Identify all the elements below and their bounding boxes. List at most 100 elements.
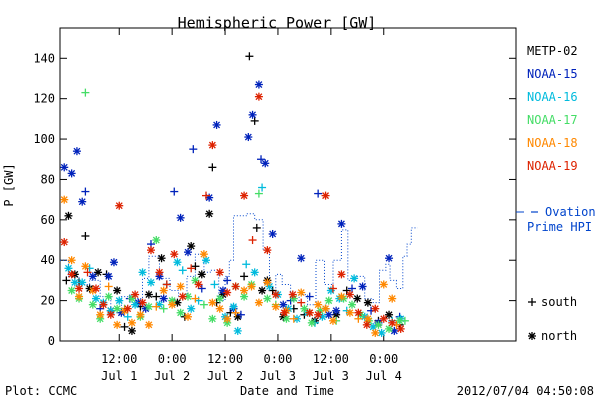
- data-point: [271, 290, 280, 299]
- data-point: [353, 294, 362, 303]
- data-point: [240, 272, 249, 281]
- data-point: [326, 286, 335, 295]
- data-point: [113, 304, 122, 313]
- y-tick-label: 40: [41, 253, 55, 267]
- data-point: [115, 201, 124, 210]
- data-point: [288, 290, 297, 299]
- legend-entry: NOAA-18: [527, 136, 578, 150]
- data-point: [144, 302, 153, 311]
- data-point: [170, 187, 179, 196]
- data-point: [379, 314, 388, 323]
- series-points: [60, 52, 409, 337]
- data-point: [305, 292, 314, 301]
- data-point: [252, 223, 261, 232]
- data-point: [297, 254, 306, 263]
- data-point: [184, 312, 193, 321]
- marker-legend-label: south: [541, 295, 577, 309]
- data-point: [215, 268, 224, 277]
- data-point: [91, 294, 100, 303]
- data-point: [94, 268, 103, 277]
- data-point: [248, 236, 257, 245]
- data-point: [250, 116, 259, 125]
- data-point: [345, 308, 354, 317]
- data-point: [223, 314, 232, 323]
- data-point: [104, 272, 113, 281]
- data-point: [362, 320, 371, 329]
- data-point: [263, 246, 272, 255]
- data-point: [337, 292, 346, 301]
- data-point: [75, 284, 84, 293]
- data-point: [176, 213, 185, 222]
- data-point: [258, 286, 267, 295]
- data-point: [307, 318, 316, 327]
- data-point: [109, 258, 118, 267]
- data-point: [242, 260, 251, 269]
- data-point: [223, 276, 232, 285]
- data-point: [78, 278, 87, 287]
- data-point: [257, 155, 266, 164]
- data-point: [99, 300, 108, 309]
- data-point: [324, 296, 333, 305]
- data-point: [240, 191, 249, 200]
- x-axis-label: Date and Time: [240, 384, 334, 398]
- data-point: [83, 268, 92, 277]
- data-point: [328, 284, 337, 293]
- data-point: [127, 318, 136, 327]
- data-point: [337, 270, 346, 279]
- x-tick-date: Jul 3: [260, 369, 296, 383]
- data-point: [67, 169, 76, 178]
- data-point: [254, 298, 263, 307]
- data-point: [280, 308, 289, 317]
- data-point: [363, 314, 372, 323]
- marker-legend-north: north: [528, 329, 577, 343]
- data-point: [348, 284, 357, 293]
- x-tick-time: 12:00: [101, 352, 137, 366]
- data-point: [199, 250, 208, 259]
- data-point: [385, 310, 394, 319]
- data-point: [81, 262, 90, 271]
- data-point: [176, 282, 185, 291]
- data-point: [354, 308, 363, 317]
- data-point: [261, 159, 270, 168]
- data-point: [197, 270, 206, 279]
- legend-entry: METP-02: [527, 44, 578, 58]
- data-point: [236, 310, 245, 319]
- data-point: [371, 304, 380, 313]
- data-point: [314, 189, 323, 198]
- data-point: [72, 147, 81, 156]
- data-point: [314, 300, 323, 309]
- marker-legend: south north: [528, 295, 577, 343]
- data-point: [81, 187, 90, 196]
- y-axis: 0 20 40 60 80 100 120 140: [33, 51, 516, 348]
- data-point: [371, 328, 380, 337]
- data-point: [191, 262, 200, 271]
- data-point: [240, 286, 249, 295]
- ovation-path: [60, 213, 418, 314]
- data-point: [388, 294, 397, 303]
- data-point: [233, 326, 242, 335]
- data-point: [254, 80, 263, 89]
- data-point: [104, 292, 113, 301]
- ovation-legend-label-2: Prime HPI: [527, 220, 592, 234]
- data-point: [191, 294, 200, 303]
- data-point: [212, 120, 221, 129]
- y-tick-label: 100: [33, 132, 55, 146]
- y-tick-label: 60: [41, 213, 55, 227]
- data-point: [138, 268, 147, 277]
- data-point: [321, 191, 330, 200]
- data-point: [176, 308, 185, 317]
- data-point: [146, 246, 155, 255]
- marker-legend-label: north: [541, 329, 577, 343]
- data-point: [64, 264, 73, 273]
- data-point: [81, 88, 90, 97]
- data-point: [64, 211, 73, 220]
- data-point: [300, 304, 309, 313]
- data-point: [187, 304, 196, 313]
- data-point: [159, 286, 168, 295]
- data-point: [152, 292, 161, 301]
- data-point: [314, 310, 323, 319]
- data-point: [88, 300, 97, 309]
- y-tick-label: 140: [33, 51, 55, 65]
- x-tick-date: Jul 4: [366, 369, 402, 383]
